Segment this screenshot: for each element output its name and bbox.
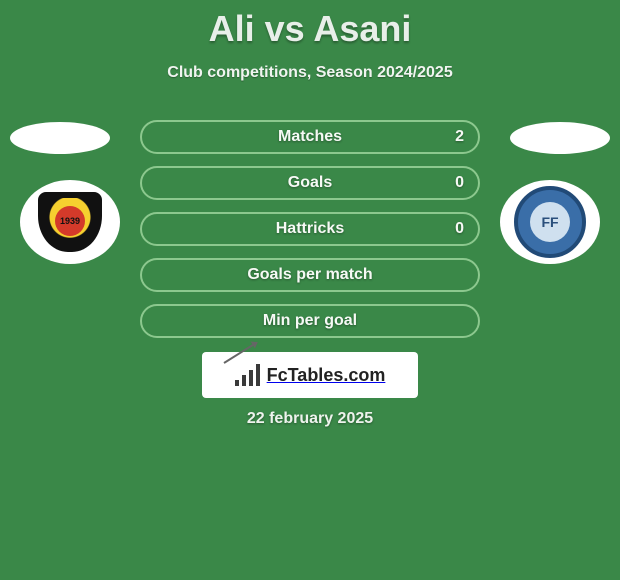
stat-right-value: 0 (455, 220, 464, 238)
badge-year: 1939 (55, 206, 85, 236)
club-badge-right: FF (500, 180, 600, 264)
chart-icon (235, 364, 261, 386)
stat-right-value: 0 (455, 174, 464, 192)
player-photo-right (510, 122, 610, 154)
stat-row-min-per-goal: Min per goal (140, 304, 480, 338)
date: 22 february 2025 (0, 410, 620, 428)
stat-row-goals-per-match: Goals per match (140, 258, 480, 292)
club-badge-left: 1939 (20, 180, 120, 264)
player-photo-left (10, 122, 110, 154)
subtitle: Club competitions, Season 2024/2025 (0, 64, 620, 82)
badge-initials: FF (541, 214, 558, 230)
stat-label: Goals (288, 174, 332, 192)
stat-right-value: 2 (455, 128, 464, 146)
stat-label: Hattricks (276, 220, 344, 238)
stat-row-hattricks: Hattricks 0 (140, 212, 480, 246)
circle-badge-icon: FF (514, 186, 586, 258)
stat-row-matches: Matches 2 (140, 120, 480, 154)
stat-row-goals: Goals 0 (140, 166, 480, 200)
branding-link[interactable]: FcTables.com (202, 352, 418, 398)
page-title: Ali vs Asani (0, 0, 620, 50)
stat-label: Min per goal (263, 312, 357, 330)
shield-icon: 1939 (38, 192, 102, 252)
stat-label: Goals per match (247, 266, 372, 284)
stat-label: Matches (278, 128, 342, 146)
branding-text: FcTables.com (267, 365, 386, 386)
stats-column: Matches 2 Goals 0 Hattricks 0 Goals per … (140, 120, 480, 350)
